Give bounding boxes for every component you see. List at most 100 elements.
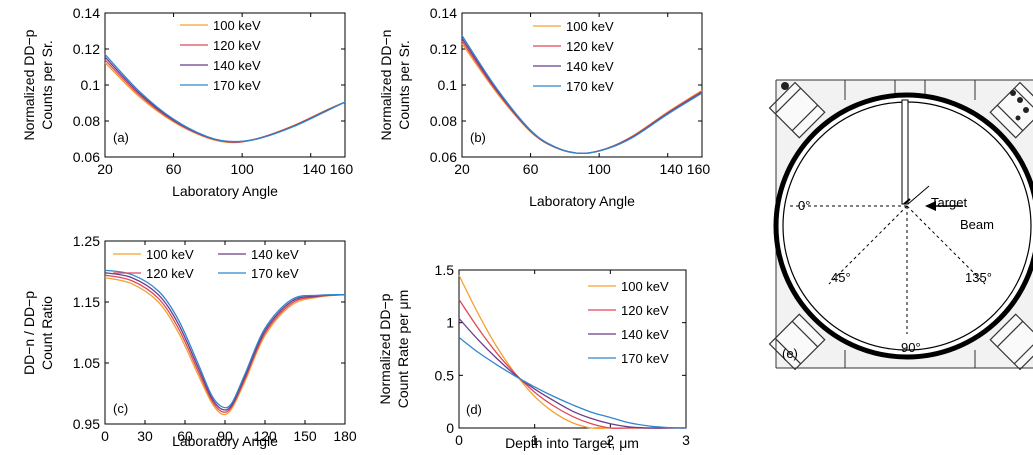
panel-d-legend-label: 170 keV (621, 351, 669, 366)
panel-a-xlabel: Laboratory Angle (172, 183, 278, 199)
angle-label-0: 0° (798, 198, 810, 213)
panel-c-ytick-label: 0.95 (73, 416, 100, 432)
panel-a-ylabel-line2: Counts per Sr. (39, 40, 55, 130)
panel-b-ylabel-line2: Counts per Sr. (396, 40, 412, 130)
panel-d-xtick-label: 3 (682, 432, 690, 448)
panel-c-xtick-label: 0 (101, 428, 109, 444)
panel-a-ytick-label: 0.06 (73, 149, 100, 165)
panel-a-ytick-label: 0.14 (73, 5, 100, 21)
panel-b-ytick-label: 0.14 (430, 5, 457, 21)
panel-c-series-line (104, 274, 346, 413)
panel-a-ticks: 0.06 0.08 0.1 0.12 0.14 20 60 100 140 160 (73, 5, 354, 177)
panel-a: 0.06 0.08 0.1 0.12 0.14 20 60 100 140 160 100 ke… (21, 5, 353, 199)
panel-a-xtick-label: 20 (97, 161, 113, 177)
panel-d-ylabel-line2: Count Rate per μm (395, 290, 411, 409)
panel-c-series-line (104, 276, 346, 416)
panel-d-xtick-label: 0 (455, 432, 463, 448)
panel-c-xlabel: Laboratory Angle (172, 433, 278, 449)
panel-c-series-line (104, 269, 346, 409)
panel-b-xtick-label: 60 (523, 161, 539, 177)
panel-b-curves (461, 35, 703, 155)
panel-b-xtick-label: 140 160 (660, 161, 711, 177)
panel-b-xtick-label: 100 (587, 161, 611, 177)
panel-c: 0.95 1.05 1.15 1.25 0 30 60 90 120 150 180 100 keV… (21, 233, 357, 449)
panel-c-legend-label: 170 keV (251, 266, 299, 281)
panel-c-ylabel-line1: DD−n / DD−p (21, 291, 37, 375)
target-rod (901, 99, 909, 205)
chamber-ports (768, 81, 1033, 371)
panel-a-xtick-label: 60 (166, 161, 182, 177)
panel-a-legend: 100 keV 120 keV 140 keV 170 keV (180, 18, 261, 93)
panel-b-legend-label: 140 keV (566, 59, 614, 74)
panel-d-xtick-label: 2 (606, 432, 614, 448)
panel-c-series-line (104, 272, 346, 411)
panel-a-legend-label: 170 keV (213, 78, 261, 93)
panel-c-legend-label: 100 keV (146, 247, 194, 262)
beam-label: Beam (960, 217, 994, 232)
panel-a-ytick-label: 0.08 (73, 113, 100, 129)
port-lower-right (989, 313, 1033, 371)
panel-c-label: (c) (113, 401, 128, 416)
panel-c-frame (104, 240, 346, 425)
panel-b-ytick-label: 0.1 (438, 77, 458, 93)
panel-c-curves (104, 269, 346, 416)
panel-a-xtick-label: 140 160 (303, 161, 354, 177)
angle-rays (789, 205, 986, 334)
panel-d-ytick-label: 0 (446, 420, 454, 436)
panel-c-ytick-label: 1.05 (73, 355, 100, 371)
panel-b-legend-label: 170 keV (566, 79, 614, 94)
panel-d-series-line (458, 336, 687, 429)
panel-c-legend: 100 keV 120 keV 140 keV 170 keV (113, 247, 299, 281)
panel-a-legend-label: 100 keV (213, 18, 261, 33)
panel-a-xtick-label: 100 (230, 161, 254, 177)
panel-d-xtick-label: 1 (531, 432, 539, 448)
panel-c-ticks: 0.95 1.05 1.15 1.25 0 30 60 90 120 150 180 (73, 233, 357, 444)
panel-a-curves (104, 53, 346, 144)
target-label: Target (931, 195, 968, 210)
panel-a-ylabel-line1: Normalized DD−p (21, 29, 37, 140)
panel-e-schematic: Target Beam 0° 45° 90° 135° (e) (768, 79, 1033, 371)
panel-d: 0 0.5 1 1.5 0 1 2 3 100 keV 120 keV 140 keV 170 ke… (377, 262, 690, 451)
panel-b-ytick-label: 0.06 (430, 149, 457, 165)
panel-c-legend-label: 120 keV (146, 266, 194, 281)
panel-d-legend-label: 120 keV (621, 303, 669, 318)
panel-a-ytick-label: 0.1 (81, 77, 101, 93)
panel-c-legend-label: 140 keV (251, 247, 299, 262)
panel-d-curves (458, 274, 687, 430)
target-leader (907, 185, 930, 205)
panel-b-legend-label: 100 keV (566, 19, 614, 34)
panel-b-label: (b) (470, 130, 486, 145)
panel-d-ytick-label: 1 (446, 315, 454, 331)
beam-arrow-head (925, 201, 936, 211)
panel-e-label: (e) (782, 346, 798, 361)
panel-d-ylabel-line1: Normalized DD−p (377, 293, 393, 404)
panel-d-frame (458, 269, 687, 429)
panel-c-ylabel-line2: Count Ratio (39, 296, 55, 370)
panel-d-legend-label: 100 keV (621, 279, 669, 294)
panel-c-ytick-label: 1.25 (73, 233, 100, 249)
panel-c-xtick-label: 90 (217, 428, 233, 444)
panel-b-ticks: 0.06 0.08 0.1 0.12 0.14 20 60 100 140 160 (430, 5, 711, 177)
panel-a-legend-label: 140 keV (213, 58, 261, 73)
panel-a-frame (104, 12, 346, 158)
panel-b-series-line (461, 35, 703, 155)
panel-c-xtick-label: 60 (177, 428, 193, 444)
angle-label-90: 90° (901, 340, 921, 355)
panel-c-xtick-label: 150 (293, 428, 317, 444)
panel-a-series-line (104, 53, 346, 143)
panel-b-ytick-label: 0.12 (430, 41, 457, 57)
panel-d-ytick-label: 1.5 (435, 262, 455, 278)
panel-d-legend: 100 keV 120 keV 140 keV 170 keV (588, 279, 669, 366)
panel-b-legend-label: 120 keV (566, 39, 614, 54)
panel-d-ytick-label: 0.5 (435, 367, 455, 383)
panel-b: 0.06 0.08 0.1 0.12 0.14 20 60 100 140 160 100 ke… (378, 5, 710, 209)
panel-c-ytick-label: 1.15 (73, 294, 100, 310)
panel-d-series-line (458, 318, 686, 429)
panel-b-ytick-label: 0.08 (430, 113, 457, 129)
panel-d-label: (d) (466, 402, 482, 417)
panel-d-legend-label: 140 keV (621, 327, 669, 342)
panel-b-xtick-label: 20 (454, 161, 470, 177)
angle-label-135: 135° (965, 270, 992, 285)
panel-a-legend-label: 120 keV (213, 38, 261, 53)
bolt-details (781, 82, 1029, 121)
